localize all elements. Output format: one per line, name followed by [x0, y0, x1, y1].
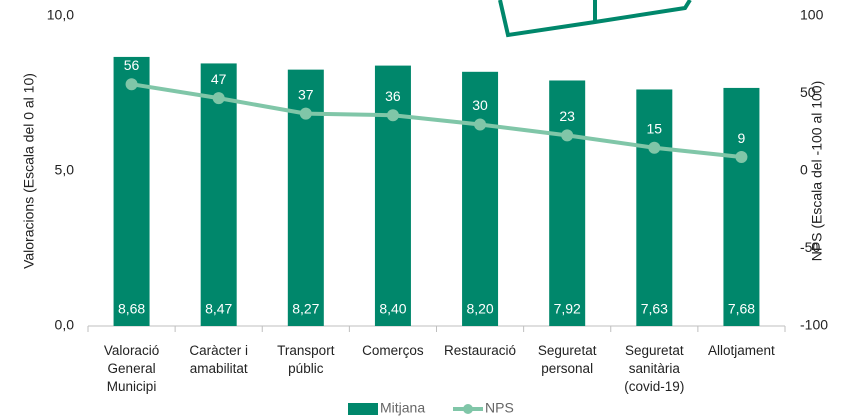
nps-value-label: 30: [472, 97, 488, 113]
bar-value-label: 8,27: [292, 301, 319, 317]
nps-marker: [648, 141, 661, 154]
x-tick-label: Comerços: [362, 343, 424, 358]
bar: [462, 71, 499, 326]
nps-value-label: 56: [124, 57, 140, 73]
y2-tick-label: 50: [800, 84, 816, 100]
bar-value-label: 8,20: [466, 301, 493, 317]
x-tick-label: Transport públic: [277, 343, 335, 376]
nps-marker: [735, 151, 748, 164]
nps-line: [131, 82, 742, 160]
y-tick-label: 0,0: [55, 317, 75, 333]
bar-value-label: 7,63: [641, 301, 668, 317]
y2-tick-label: -50: [800, 239, 820, 255]
x-tick-label: Restauració: [444, 343, 517, 358]
bar-value-label: 7,68: [728, 301, 755, 317]
bar: [200, 63, 237, 327]
x-tick-label: Seguretat sanitària (covid-19): [624, 343, 685, 394]
legend-swatch: [348, 403, 378, 415]
nps-value-label: 15: [647, 120, 663, 136]
y2-axis-title: NPS (Escala del -100 al 100): [809, 81, 825, 262]
nps-value-label: 36: [385, 88, 401, 104]
nps-marker: [386, 109, 399, 122]
bar-value-label: 8,47: [205, 301, 232, 317]
legend-label: NPS: [485, 400, 514, 416]
nps-value-label: 23: [559, 108, 575, 124]
bar: [113, 56, 150, 327]
bar-value-label: 7,92: [554, 301, 581, 317]
x-tick-label: Caràcter i amabilitat: [189, 343, 248, 376]
bar: [374, 65, 411, 326]
legend-label: Mitjana: [380, 400, 425, 416]
nps-marker: [212, 92, 225, 105]
nps-value-label: 37: [298, 86, 314, 102]
y2-tick-label: -100: [800, 317, 828, 333]
y2-tick-label: 100: [800, 7, 824, 23]
y-tick-label: 10,0: [47, 7, 74, 23]
nps-marker: [299, 107, 312, 120]
nps-marker: [125, 78, 138, 91]
bar: [636, 89, 673, 326]
bar: [723, 87, 760, 326]
y2-tick-label: 0: [800, 162, 808, 178]
legend-swatch: [463, 404, 473, 414]
nps-marker: [561, 129, 574, 142]
bar-value-label: 8,68: [118, 301, 145, 317]
y-tick-label: 5,0: [55, 162, 75, 178]
x-tick-label: Seguretat personal: [537, 343, 597, 376]
y-axis-title: Valoracions (Escala del 0 al 10): [21, 73, 37, 269]
nps-marker: [474, 118, 487, 131]
x-tick-label: Valoració General Municipi: [103, 343, 160, 394]
nps-value-label: 47: [211, 71, 227, 87]
x-tick-label: Allotjament: [708, 343, 775, 358]
bar: [549, 80, 586, 326]
bar-value-label: 8,40: [379, 301, 406, 317]
nps-value-label: 9: [738, 130, 746, 146]
